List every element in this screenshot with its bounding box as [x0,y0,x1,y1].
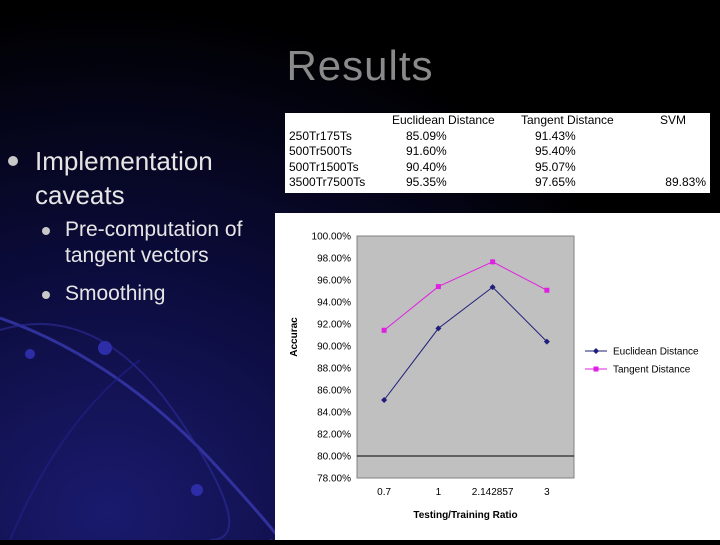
table-cell: 91.43% [535,128,576,143]
table-row: 250Tr175Ts 85.09% 91.43% [285,129,710,145]
y-tick-label: 86.00% [317,386,351,397]
table-cell: 95.07% [535,159,576,174]
subbullet-text: Pre-computation of tangent vectors [65,218,243,267]
y-tick-label: 78.00% [317,474,351,485]
x-axis-label: Testing/Training Ratio [413,510,517,521]
x-tick-label: 2.142857 [472,487,514,498]
slide-title: Results [286,42,434,89]
y-tick-label: 84.00% [317,408,351,419]
y-tick-label: 90.00% [317,342,351,353]
table-header-cell: SVM [660,113,687,127]
legend-label: Euclidean Distance [613,347,699,358]
table-cell: 500Tr500Ts [289,144,352,159]
results-table: Euclidean Distance Tangent Distance SVM … [285,113,710,193]
table-cell: 250Tr175Ts [289,128,352,143]
x-tick-label: 1 [436,487,442,498]
table-cell: 97.65% [535,175,576,190]
table-header-cell: Euclidean Distance [392,113,495,127]
y-tick-label: 96.00% [317,276,351,287]
plot-area [356,235,575,479]
table-cell: 90.40% [406,159,447,174]
series-line [383,261,548,331]
table-cell [646,160,710,176]
bullet-dot-icon [42,291,50,299]
table-cell: 91.60% [406,144,447,159]
accuracy-chart: 100.00% 98.00% 96.00% 94.00% 92.00% 90.00% 88.… [289,232,699,522]
subbullet-text: Smoothing [65,282,166,305]
data-point [489,284,496,291]
table-cell: 85.09% [406,128,447,143]
legend-marker [593,348,599,354]
y-tick-label: 98.00% [317,254,351,265]
legend-label: Tangent Distance [613,365,691,376]
y-axis-label: Accurac [289,317,300,357]
table-row: 500Tr1500Ts 90.40% 95.07% [285,160,710,176]
data-point [544,287,550,293]
legend-marker [593,366,599,372]
table-cell: 3500Tr7500Ts [289,175,366,190]
table-cell: 95.40% [535,144,576,159]
data-point [490,259,496,265]
y-tick-label: 94.00% [317,298,351,309]
data-point [543,338,550,345]
data-point [435,325,442,332]
bullet-dot-icon [8,156,18,166]
x-tick-label: 3 [544,487,550,498]
x-tick-label: 0.7 [377,487,391,498]
data-point [381,327,387,333]
table-cell: 95.35% [406,175,447,190]
table-header-cell [285,113,389,129]
y-tick-label: 92.00% [317,320,351,331]
table-row: 500Tr500Ts 91.60% 95.40% [285,144,710,160]
series-line [383,286,548,401]
table-cell [646,144,710,160]
data-point [435,284,441,290]
y-tick-label: 100.00% [312,232,352,243]
table-cell [646,129,710,145]
chart-container: 100.00% 98.00% 96.00% 94.00% 92.00% 90.00% 88.… [275,213,720,540]
y-tick-label: 82.00% [317,430,351,441]
y-tick-label: 80.00% [317,452,351,463]
table-header-cell: Tangent Distance [521,113,614,127]
table-row: 3500Tr7500Ts 95.35% 97.65% 89.83% [285,175,710,191]
data-point [381,397,388,404]
bullet-dot-icon [42,227,50,235]
table-cell: 500Tr1500Ts [289,159,359,174]
table-cell: 89.83% [665,175,706,190]
y-tick-label: 88.00% [317,364,351,375]
bullet-text: Implementation caveats [35,146,213,210]
table-header-row: Euclidean Distance Tangent Distance SVM [285,113,710,129]
